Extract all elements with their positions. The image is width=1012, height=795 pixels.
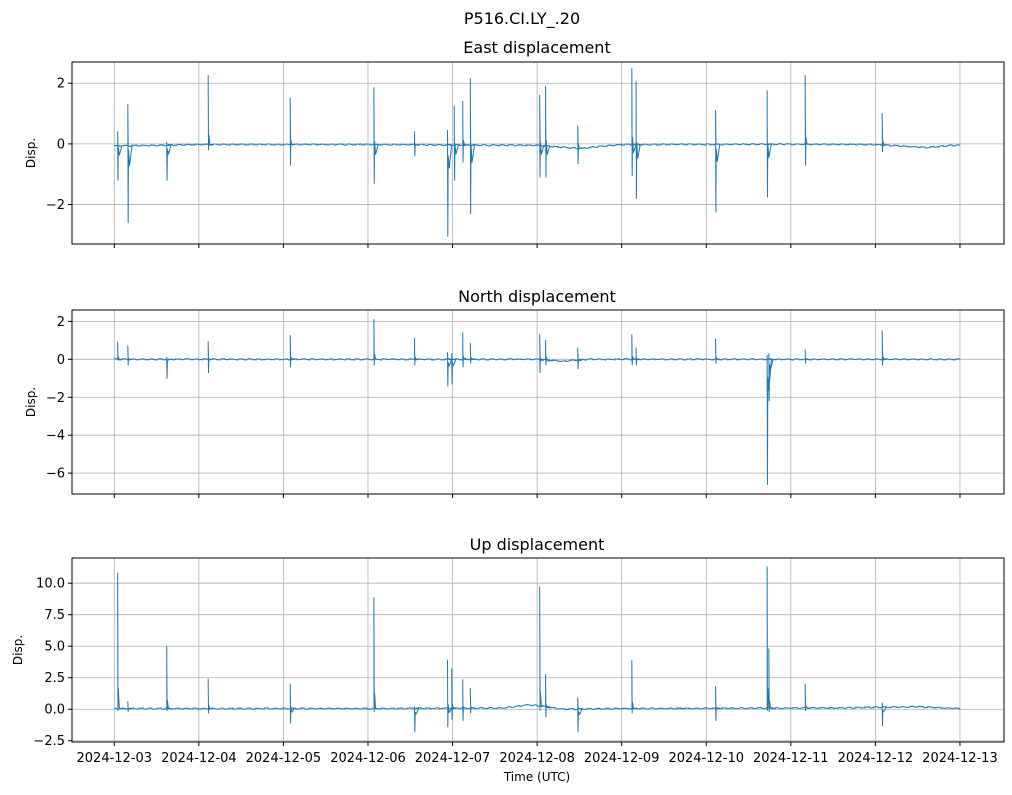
up-ylabel: Disp. (11, 635, 25, 665)
east-panel: East displacement Disp. 2 0 −2 (24, 38, 1005, 248)
y-tick-label: 2.5 (44, 671, 65, 686)
x-tick-label: 2024-12-12 (838, 751, 914, 766)
north-panel: North displacement Disp. 2 0 −2 −4 −6 (24, 287, 1005, 498)
east-series-line (113, 67, 961, 237)
y-tick-label: 0 (57, 353, 65, 368)
east-ylabel: Disp. (24, 138, 38, 168)
y-tick-label: 2 (57, 315, 65, 330)
y-tick-label: 0.0 (44, 703, 65, 718)
north-series-line (114, 318, 961, 486)
x-tick-label: 2024-12-06 (330, 751, 406, 766)
x-tick-label: 2024-12-04 (161, 751, 237, 766)
x-tick-label: 2024-12-05 (246, 751, 322, 766)
x-tick-label: 2024-12-09 (584, 751, 660, 766)
y-tick-label: 7.5 (44, 608, 65, 623)
y-tick-label: −2 (46, 198, 65, 213)
x-axis: 2024-12-03 2024-12-04 2024-12-05 2024-12-06… (77, 751, 998, 766)
x-tick-label: 2024-12-10 (668, 751, 744, 766)
north-ylabel: Disp. (24, 387, 38, 417)
up-panel-title: Up displacement (470, 535, 605, 554)
up-axes-frame (71, 557, 1005, 743)
x-tick-label: 2024-12-03 (77, 751, 153, 766)
x-axis-label: Time (UTC) (503, 770, 570, 784)
east-panel-title: East displacement (463, 38, 610, 57)
y-tick-label: 5.0 (44, 640, 65, 655)
east-axes-frame (71, 61, 1005, 245)
figure-title: P516.CI.LY_.20 (464, 9, 580, 29)
x-tick-label: 2024-12-11 (753, 751, 829, 766)
y-tick-label: −6 (46, 467, 65, 482)
north-axes-frame (71, 309, 1005, 495)
up-panel: Up displacement Disp. 10.0 7.5 5.0 2.5 0.0 −2… (11, 535, 1005, 749)
x-tick-label: 2024-12-07 (415, 751, 491, 766)
y-tick-label: −2.5 (33, 734, 65, 749)
y-tick-label: −4 (46, 429, 65, 444)
north-panel-title: North displacement (458, 287, 616, 306)
y-tick-label: 0 (57, 137, 65, 152)
x-tick-label: 2024-12-13 (922, 751, 998, 766)
up-series-line (114, 566, 961, 733)
y-tick-label: −2 (46, 391, 65, 406)
y-tick-label: 2 (57, 77, 65, 92)
y-tick-label: 10.0 (36, 577, 65, 592)
x-tick-label: 2024-12-08 (499, 751, 575, 766)
